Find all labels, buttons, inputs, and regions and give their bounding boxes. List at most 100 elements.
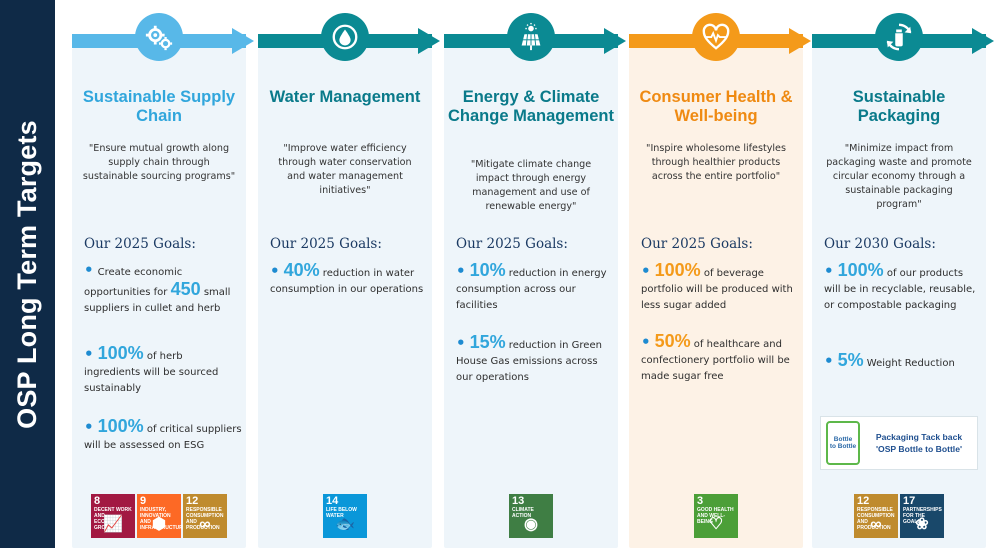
logo-line: to Bottle [829, 443, 857, 450]
goal-figure: 450 [170, 279, 201, 299]
sidebar-title: OSP Long Term Targets [12, 119, 43, 429]
sdg-number: 8 [94, 495, 101, 507]
sdg-label: INDUSTRY, INNOVATION AND INFRASTRUCTURE [140, 507, 187, 531]
goal-figure: 100% [654, 260, 701, 280]
arrow-head [418, 28, 440, 54]
sdg-icons-row: 3 GOOD HEALTH AND WELL-BEING ♡ [629, 494, 803, 538]
goal-text: small suppliers in cullet and herb [84, 287, 231, 314]
solar-panel-icon [507, 13, 555, 61]
goal-item: • 100% of herb ingredients will be source… [84, 343, 242, 397]
goal-figure: 50% [654, 331, 691, 351]
sdg-label: DECENT WORK AND ECONOMIC GROWTH [94, 507, 132, 531]
goal-text: of healthcare and confectionery portfoli… [641, 339, 790, 382]
sdg-glyph-icon: ♡ [708, 516, 724, 533]
bullet-icon: • [456, 262, 466, 280]
goal-text: of critical suppliers will be assessed o… [84, 424, 242, 451]
goal-text: reduction in water consumption in our op… [270, 268, 424, 295]
sdg-icons-row: 12 RESPONSIBLE CONSUMPTION AND PRODUCTION… [812, 494, 986, 538]
goal-text: Weight Reduction [863, 358, 955, 369]
target-column: Sustainable Packaging "Minimize impact fr… [812, 0, 994, 548]
bullet-icon: • [641, 333, 651, 351]
heart-pulse-icon [692, 13, 740, 61]
column-quote: "Minimize impact from packaging waste an… [826, 143, 972, 210]
sdg-13-icon: 13 CLIMATE ACTION ◉ [509, 494, 553, 538]
goals-title: Our 2030 Goals: [824, 236, 936, 252]
goals-title: Our 2025 Goals: [456, 236, 568, 252]
logo-line: Bottle [833, 436, 853, 443]
bullet-icon: • [824, 262, 834, 280]
column-title: Sustainable Supply Chain [82, 88, 236, 125]
arrow-head [972, 28, 994, 54]
sdg-label: GOOD HEALTH AND WELL-BEING [697, 507, 734, 525]
bottle-to-bottle-logo: Bottle to Bottle [826, 421, 860, 465]
goal-figure: 15% [469, 332, 506, 352]
sdg-icons-row: 13 CLIMATE ACTION ◉ [444, 494, 618, 538]
goal-item: • 100% of beverage portfolio will be prod… [641, 260, 799, 314]
sdg-label: LIFE BELOW WATER [326, 507, 357, 519]
sdg-14-icon: 14 LIFE BELOW WATER 🐟 [323, 494, 367, 538]
sdg-label: CLIMATE ACTION [512, 507, 534, 519]
goals-title: Our 2025 Goals: [641, 236, 753, 252]
column-title: Energy & Climate Change Management [448, 88, 614, 125]
goal-item: • 5% Weight Reduction [824, 350, 982, 372]
sdg-12-icon: 12 RESPONSIBLE CONSUMPTION AND PRODUCTION… [183, 494, 227, 538]
goal-figure: 100% [97, 416, 144, 436]
bullet-icon: • [84, 261, 94, 279]
goal-figure: 5% [837, 350, 864, 370]
sdg-label: PARTNERSHIPS FOR THE GOALS [903, 507, 942, 525]
target-column: Energy & Climate Change Management "Mitig… [444, 0, 626, 548]
goal-item: • 15% reduction in Green House Gas emissi… [456, 332, 614, 386]
arrow-head [789, 28, 811, 54]
bullet-icon: • [641, 262, 651, 280]
goal-figure: 40% [283, 260, 320, 280]
bullet-icon: • [824, 352, 834, 370]
gears-icon [135, 13, 183, 61]
column-quote: "Mitigate climate change impact through … [470, 159, 592, 212]
column-title: Water Management [269, 88, 421, 106]
arrow-head [604, 28, 626, 54]
goal-text: Create economic opportunities for [84, 267, 183, 298]
sdg-number: 13 [512, 495, 525, 507]
bullet-icon: • [456, 334, 466, 352]
bullet-icon: • [84, 345, 94, 363]
recycle-bottle-icon [875, 13, 923, 61]
bottle-card-line: 'OSP Bottle to Bottle' [875, 444, 963, 454]
bottle-card-line: Packaging Tack back [875, 432, 963, 442]
goal-item: • 100% of critical suppliers will be asse… [84, 416, 242, 454]
sdg-glyph-icon: 📈 [103, 516, 123, 533]
sdg-glyph-icon: ❀ [915, 516, 929, 533]
bottle-card-text: Packaging Tack back 'OSP Bottle to Bottle… [866, 431, 972, 455]
goal-figure: 10% [469, 260, 506, 280]
goal-text: reduction in energy consumption across o… [456, 268, 607, 311]
goal-figure: 100% [837, 260, 884, 280]
goal-text: of beverage portfolio will be produced w… [641, 268, 793, 311]
sdg-9-icon: 9 INDUSTRY, INNOVATION AND INFRASTRUCTURE… [137, 494, 187, 538]
bottle-to-bottle-card: Bottle to Bottle Packaging Tack back 'OSP B… [820, 416, 978, 470]
column-title: Sustainable Packaging [852, 88, 946, 125]
goals-title: Our 2025 Goals: [270, 236, 382, 252]
goal-item: • Create economic opportunities for 450 s… [84, 262, 242, 317]
column-quote: "Inspire wholesome lifestyles through he… [646, 143, 786, 182]
sdg-number: 17 [903, 495, 916, 507]
sdg-glyph-icon: 🐟 [335, 516, 355, 533]
sdg-number: 9 [140, 495, 147, 507]
column-panel [629, 48, 803, 548]
sdg-number: 3 [697, 495, 704, 507]
goal-figure: 100% [97, 343, 144, 363]
sdg-number: 12 [186, 495, 199, 507]
sdg-number: 12 [857, 495, 870, 507]
target-column: Water Management "Improve water efficienc… [258, 0, 440, 548]
water-drop-icon [321, 13, 369, 61]
goal-text: reduction in Green House Gas emissions a… [456, 340, 602, 383]
goal-item: • 10% reduction in energy consumption acr… [456, 260, 614, 314]
column-panel [72, 48, 246, 548]
goal-item: • 50% of healthcare and confectionery por… [641, 331, 799, 385]
sdg-8-icon: 8 DECENT WORK AND ECONOMIC GROWTH 📈 [91, 494, 135, 538]
goal-text: of herb ingredients will be sourced sust… [84, 351, 219, 394]
goals-title: Our 2025 Goals: [84, 236, 196, 252]
sdg-glyph-icon: ⬢ [152, 516, 166, 533]
bullet-icon: • [84, 418, 94, 436]
column-panel [444, 48, 618, 548]
goal-text: of our products will be in recyclable, r… [824, 268, 976, 311]
goal-item: • 40% reduction in water consumption in o… [270, 260, 428, 298]
